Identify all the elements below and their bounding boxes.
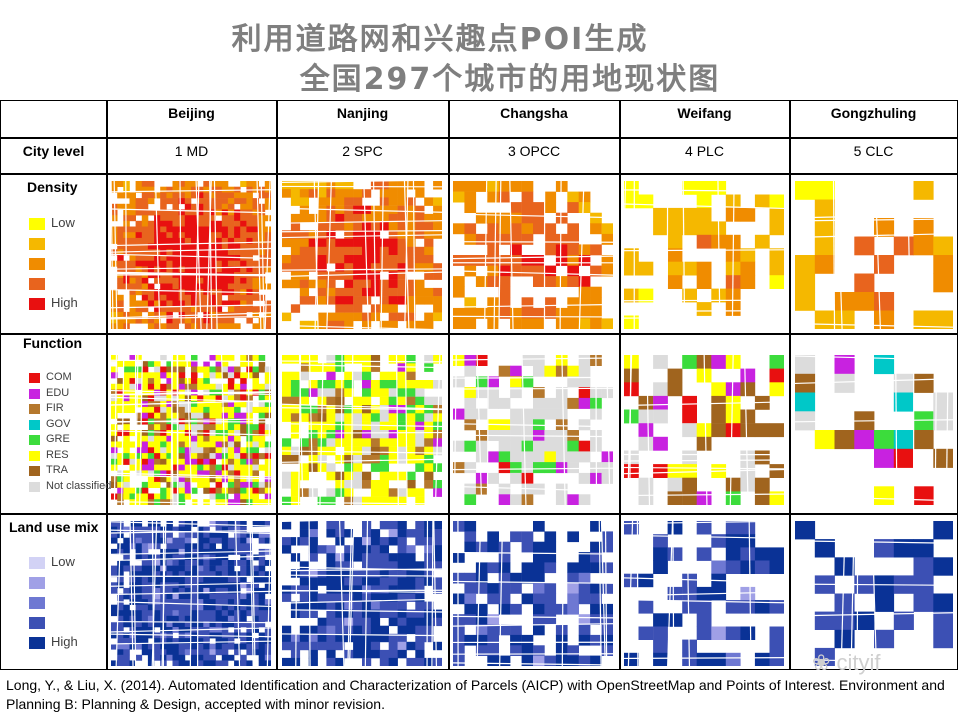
- function-legend-label: FIR: [46, 402, 64, 414]
- city-header-beijing: Beijing: [168, 105, 215, 121]
- density-legend-swatch: [29, 218, 45, 230]
- mix-map-nanjing: [282, 521, 442, 666]
- function-legend-label: RES: [46, 448, 69, 461]
- table-rule: [276, 101, 278, 669]
- density-label: Density: [27, 179, 78, 195]
- land-use-mix-legend-swatch: [29, 617, 45, 629]
- function-legend-swatch: [29, 435, 40, 445]
- city-level-beijing: 1 MD: [174, 143, 209, 159]
- function-legend-swatch: [29, 373, 40, 383]
- function-map-weifang: [624, 355, 784, 505]
- function-legend-swatch: [29, 388, 40, 399]
- table-rule: [619, 101, 621, 669]
- city-header-weifang: Weifang: [677, 105, 732, 121]
- land-use-mix-legend-swatch: [29, 637, 45, 649]
- land-use-mix-legend-swatch: [29, 557, 45, 569]
- density-map-changsha: [453, 181, 613, 329]
- density-legend-swatch: [29, 258, 45, 270]
- watermark-text: cityif: [836, 650, 881, 675]
- function-legend-label: EDU: [46, 386, 70, 399]
- function-legend-label: Not classified: [46, 479, 112, 492]
- citation: Long, Y., & Liu, X. (2014). Automated Id…: [6, 677, 945, 712]
- density-map-gongzhuling: [795, 181, 953, 329]
- function-legend-label: GOV: [46, 417, 71, 430]
- density-legend-label: Low: [51, 215, 75, 230]
- function-map-gongzhuling: [795, 355, 953, 505]
- city-level-changsha: 3 OPCC: [507, 143, 561, 159]
- density-map-nanjing: [282, 181, 442, 329]
- function-label: Function: [23, 335, 83, 351]
- table-rule: [1, 173, 957, 175]
- mix-map-weifang: [624, 521, 784, 666]
- function-legend-label: GRE: [46, 433, 70, 445]
- city-level-weifang: 4 PLC: [685, 143, 724, 159]
- table-rule: [1, 137, 957, 139]
- land-use-mix-legend-swatch: [29, 577, 45, 589]
- table-rule: [1, 513, 957, 515]
- function-legend-swatch: [29, 481, 40, 492]
- mix-map-gongzhuling: [795, 521, 953, 666]
- watermark: ❀⁠ cityif: [812, 650, 881, 676]
- density-legend-label: High: [51, 295, 78, 310]
- density-legend-swatch: [29, 278, 45, 290]
- wechat-icon: ❀⁠: [812, 650, 837, 675]
- density-legend-swatch: [29, 238, 45, 250]
- title-line-2: 全国297个城市的用地现状图: [299, 62, 721, 97]
- function-map-changsha: [453, 355, 613, 505]
- mix-map-beijing: [111, 521, 271, 666]
- city-level-label: City level: [22, 143, 85, 159]
- city-header-gongzhuling: Gongzhuling: [830, 105, 917, 121]
- comparison-table: Beijing Nanjing Changsha Weifang Gongzhu…: [0, 100, 958, 670]
- land-use-mix-legend-label: Low: [51, 554, 75, 569]
- city-level-gongzhuling: 5 CLC: [853, 143, 894, 159]
- title-line-1: 利用道路网和兴趣点POI生成: [231, 22, 649, 57]
- function-legend-label: TRA: [46, 464, 68, 476]
- land-use-mix-label: Land use mix: [9, 519, 99, 535]
- density-map-weifang: [624, 181, 784, 329]
- table-rule: [1, 333, 957, 335]
- density-legend-swatch: [29, 298, 45, 310]
- function-legend-swatch: [29, 419, 40, 430]
- table-rule: [789, 101, 791, 669]
- land-use-mix-legend-swatch: [29, 597, 45, 609]
- function-legend-swatch: [29, 450, 40, 461]
- land-use-mix-legend-label: High: [51, 634, 78, 649]
- mix-map-changsha: [453, 521, 613, 666]
- function-legend-label: COM: [46, 371, 72, 383]
- city-header-nanjing: Nanjing: [336, 105, 389, 121]
- function-legend-swatch: [29, 466, 40, 476]
- density-map-beijing: [111, 181, 271, 329]
- function-legend-swatch: [29, 404, 40, 414]
- city-header-changsha: Changsha: [500, 105, 568, 121]
- table-rule: [106, 101, 108, 669]
- function-map-beijing: [111, 355, 271, 505]
- city-level-nanjing: 2 SPC: [342, 143, 383, 159]
- table-rule: [448, 101, 450, 669]
- function-map-nanjing: [282, 355, 442, 505]
